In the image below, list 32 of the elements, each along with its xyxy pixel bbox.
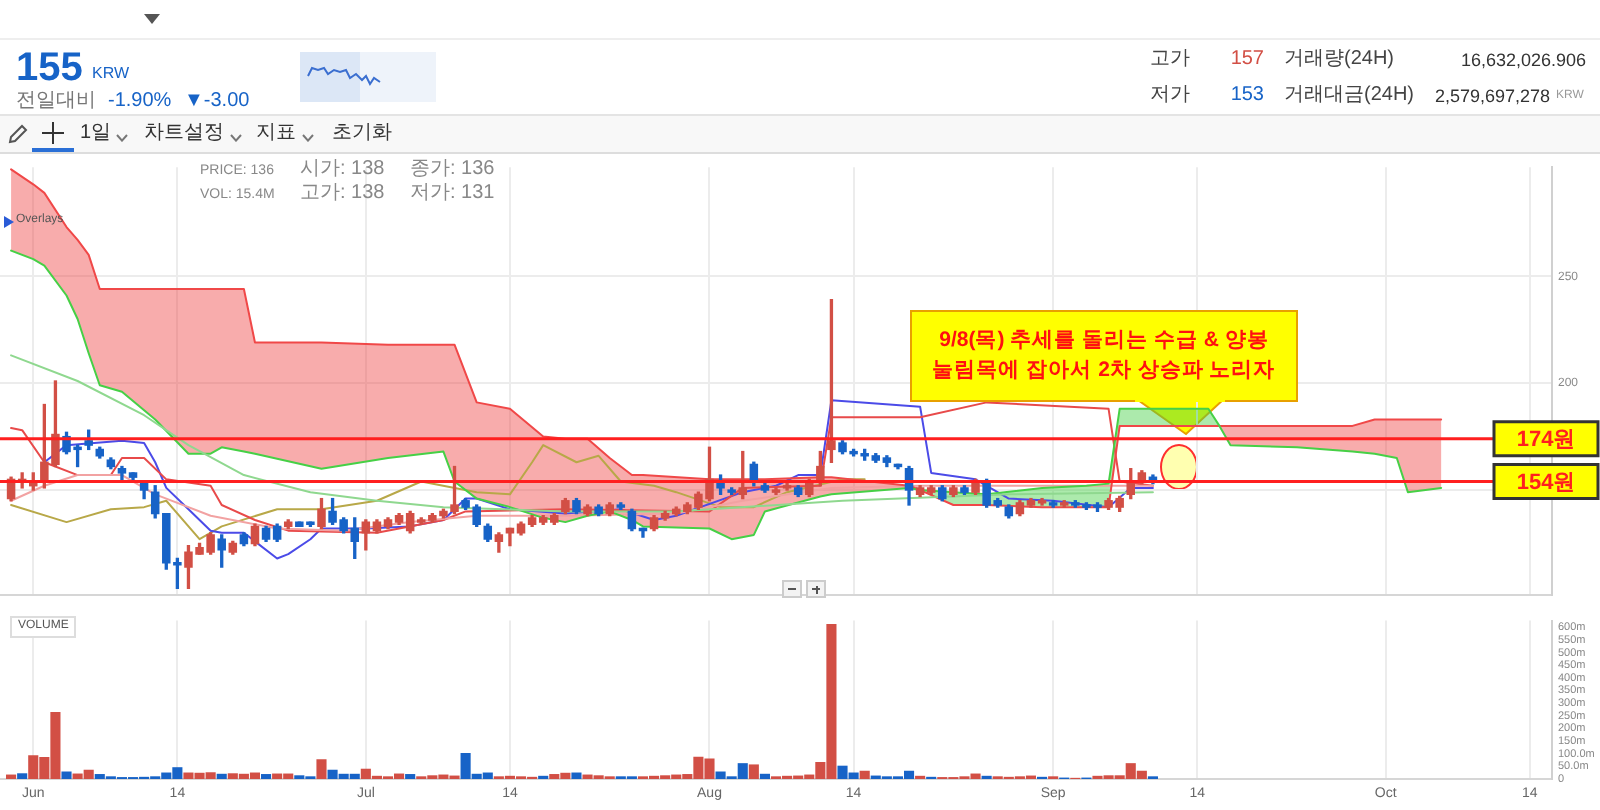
text: ▼-3.00: [184, 90, 250, 114]
bar: [17, 773, 28, 779]
annotation: 저가: 131: [410, 182, 495, 206]
bar: [571, 772, 582, 779]
bar: [759, 773, 770, 779]
annotation: 종가: 136: [410, 158, 495, 182]
text: -1.90%: [108, 90, 172, 114]
text: 155: [16, 44, 83, 91]
text: KRW: [92, 64, 130, 84]
text: 저가: [1150, 84, 1190, 108]
text: 2,579,697,278: [1434, 86, 1550, 108]
annotation: 9/8(목) 추세를 돌리는 수급 & 양봉 눌림목에 잡아서 2차 상승파 노리자: [932, 326, 1276, 386]
text: 지표: [256, 122, 296, 146]
text: 16,632,026.906: [1460, 50, 1586, 72]
text: 전일대비: [16, 90, 96, 114]
bar: [61, 771, 72, 779]
text: 차트설정: [144, 122, 224, 146]
bar: [748, 764, 759, 779]
text: 153: [1230, 84, 1264, 108]
annotation: 고가: 138: [300, 182, 385, 206]
text: 거래대금(24H): [1284, 84, 1415, 108]
text: 초기화: [332, 122, 392, 146]
ref-line-label: 154원: [1516, 470, 1576, 495]
text: 1일: [80, 122, 112, 146]
bar: [316, 759, 327, 779]
text: 거래량(24H): [1284, 48, 1395, 72]
ref-line-label: 174원: [1516, 427, 1576, 452]
text: 고가: [1150, 48, 1190, 72]
bar: [216, 773, 227, 779]
text: 157: [1230, 48, 1264, 72]
bar: [859, 770, 870, 779]
annotation: 시가: 138: [300, 158, 385, 182]
